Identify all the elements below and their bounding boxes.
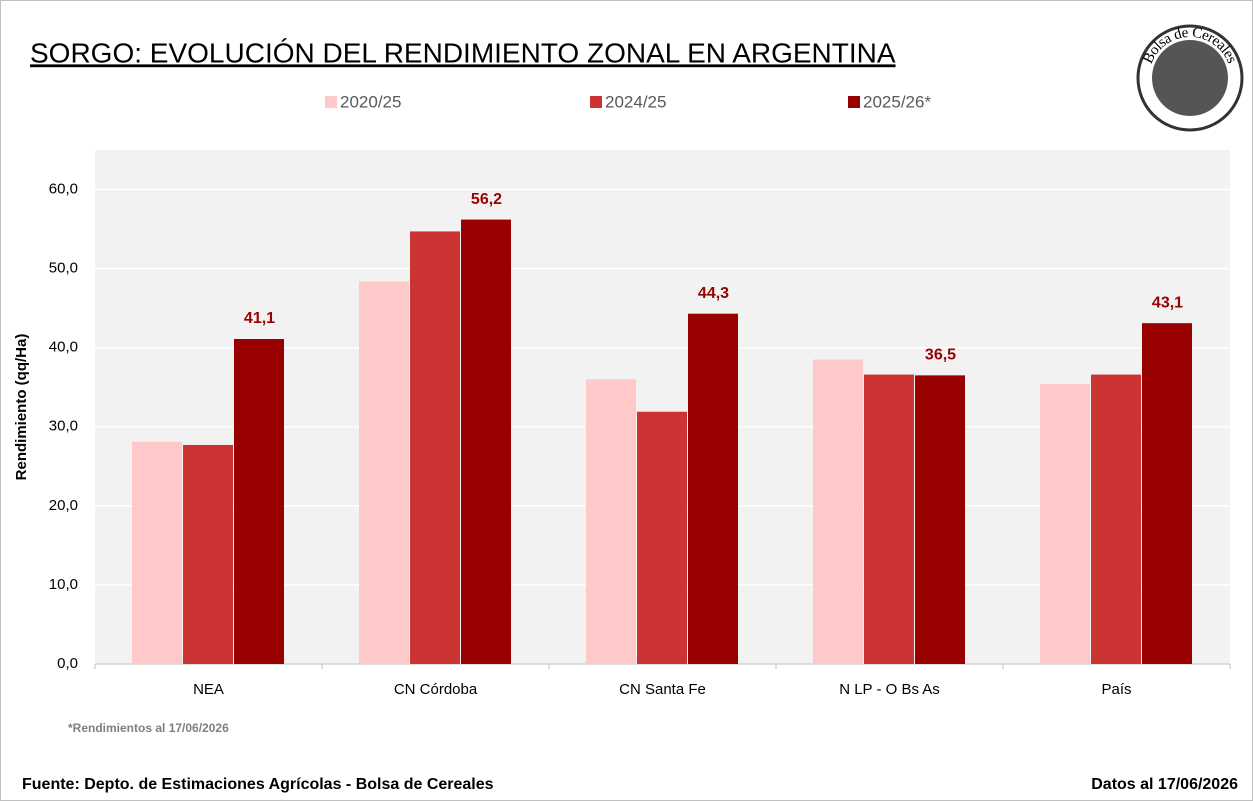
bar: [586, 379, 636, 664]
legend-label: 2020/25: [340, 92, 401, 111]
data-label: 56,2: [471, 191, 502, 208]
x-tick-label: N LP - O Bs As: [839, 681, 940, 698]
bar: [359, 281, 409, 664]
bar: [183, 444, 233, 664]
bar: [637, 411, 687, 664]
footnote: *Rendimientos al 17/06/2026: [68, 721, 229, 735]
legend-swatch: [848, 96, 860, 108]
logo-center: [1152, 40, 1228, 116]
bar: [864, 374, 914, 664]
bar: [234, 338, 284, 664]
bar: [1091, 374, 1141, 664]
bar: [915, 375, 965, 664]
y-tick-label: 10,0: [49, 576, 78, 593]
chart-title: SORGO: EVOLUCIÓN DEL RENDIMIENTO ZONAL E…: [30, 37, 896, 68]
x-tick-label: NEA: [193, 681, 224, 698]
y-axis-label: Rendimiento (qq/Ha): [13, 334, 30, 481]
data-label: 41,1: [244, 310, 275, 327]
source: Fuente: Depto. de Estimaciones Agrícolas…: [22, 776, 494, 793]
y-tick-label: 60,0: [49, 181, 78, 198]
legend-label: 2025/26*: [863, 92, 931, 111]
x-tick-label: País: [1101, 681, 1131, 698]
y-tick-label: 0,0: [57, 655, 78, 672]
data-label: 43,1: [1152, 294, 1183, 311]
bar: [461, 219, 511, 664]
data-label: 44,3: [698, 285, 729, 302]
bar: [410, 231, 460, 665]
date-note: Datos al 17/06/2026: [1091, 776, 1238, 793]
legend-swatch: [590, 96, 602, 108]
y-tick-label: 50,0: [49, 260, 78, 277]
bar: [132, 441, 182, 664]
y-tick-label: 20,0: [49, 497, 78, 514]
data-label: 36,5: [925, 347, 956, 364]
bar: [1040, 384, 1090, 664]
bar: [688, 313, 738, 664]
x-tick-label: CN Córdoba: [394, 681, 478, 698]
x-tick-label: CN Santa Fe: [619, 681, 706, 698]
legend-label: 2024/25: [605, 92, 666, 111]
logo: Bolsa de Cereales: [1136, 24, 1244, 132]
y-tick-label: 40,0: [49, 339, 78, 356]
legend-swatch: [325, 96, 337, 108]
bar: [1142, 323, 1192, 664]
y-tick-label: 30,0: [49, 418, 78, 435]
bar: [813, 359, 863, 664]
